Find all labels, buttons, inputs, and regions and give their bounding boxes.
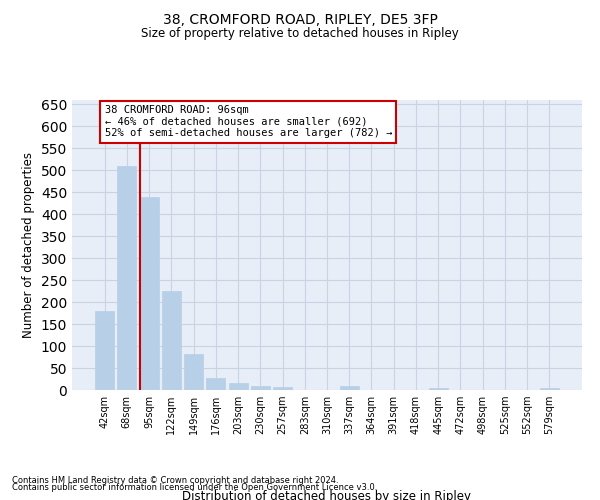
Bar	[206, 378, 225, 390]
Bar	[273, 388, 292, 390]
Text: Contains public sector information licensed under the Open Government Licence v3: Contains public sector information licen…	[12, 484, 377, 492]
Bar	[140, 196, 158, 390]
Bar	[118, 166, 136, 390]
Bar	[251, 386, 270, 390]
Text: Contains HM Land Registry data © Crown copyright and database right 2024.: Contains HM Land Registry data © Crown c…	[12, 476, 338, 485]
Bar	[162, 291, 181, 390]
Text: 38 CROMFORD ROAD: 96sqm
← 46% of detached houses are smaller (692)
52% of semi-d: 38 CROMFORD ROAD: 96sqm ← 46% of detache…	[104, 106, 392, 138]
Bar	[95, 311, 114, 390]
Bar	[540, 388, 559, 390]
Bar	[340, 386, 359, 390]
Bar	[184, 354, 203, 390]
Bar	[229, 384, 248, 390]
X-axis label: Distribution of detached houses by size in Ripley: Distribution of detached houses by size …	[182, 490, 472, 500]
Bar	[429, 388, 448, 390]
Y-axis label: Number of detached properties: Number of detached properties	[22, 152, 35, 338]
Text: 38, CROMFORD ROAD, RIPLEY, DE5 3FP: 38, CROMFORD ROAD, RIPLEY, DE5 3FP	[163, 12, 437, 26]
Text: Size of property relative to detached houses in Ripley: Size of property relative to detached ho…	[141, 28, 459, 40]
